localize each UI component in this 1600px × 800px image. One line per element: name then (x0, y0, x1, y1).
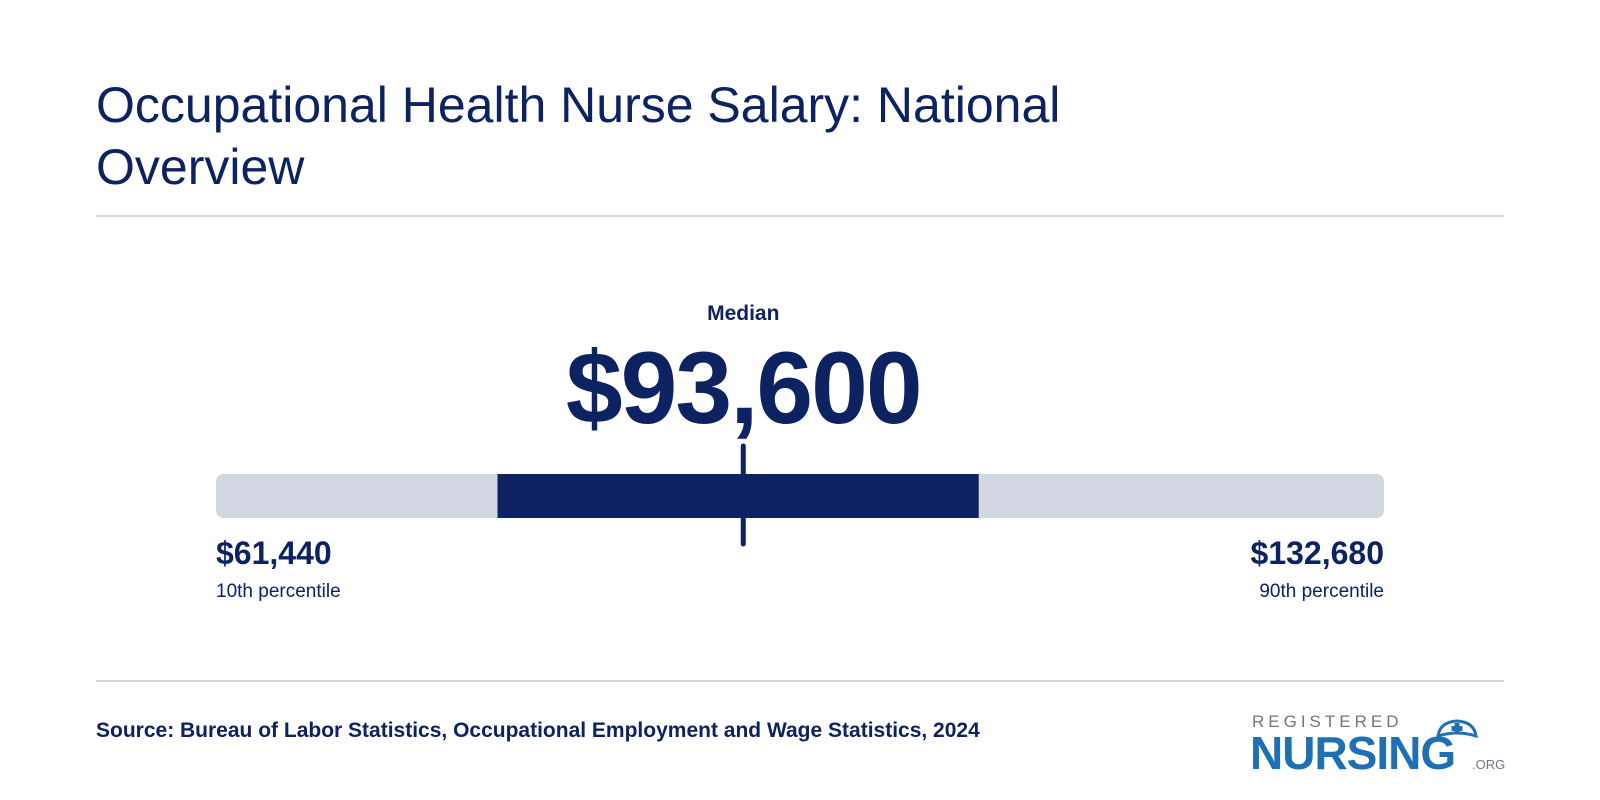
p10-label: 10th percentile (216, 581, 341, 602)
logo-main-text: NURSING (1250, 727, 1456, 779)
p10-value: $61,440 (216, 535, 332, 571)
p90-label: 90th percentile (1259, 581, 1384, 602)
middle-range-band (497, 474, 979, 518)
source-note: Source: Bureau of Labor Statistics, Occu… (96, 719, 980, 742)
page-title: Occupational Health Nurse Salary: Nation… (96, 77, 1061, 195)
p90-value: $132,680 (1250, 535, 1384, 571)
registered-nursing-logo: REGISTERED NURSING .ORG (1250, 712, 1510, 779)
median-label: Median (707, 302, 780, 325)
median-value: $93,600 (565, 331, 923, 445)
top-divider (96, 215, 1504, 217)
logo-top-text: REGISTERED (1252, 712, 1403, 731)
nurse-cap-icon (1436, 719, 1478, 739)
logo-suffix: .ORG (1472, 757, 1506, 772)
bottom-divider (96, 680, 1504, 682)
